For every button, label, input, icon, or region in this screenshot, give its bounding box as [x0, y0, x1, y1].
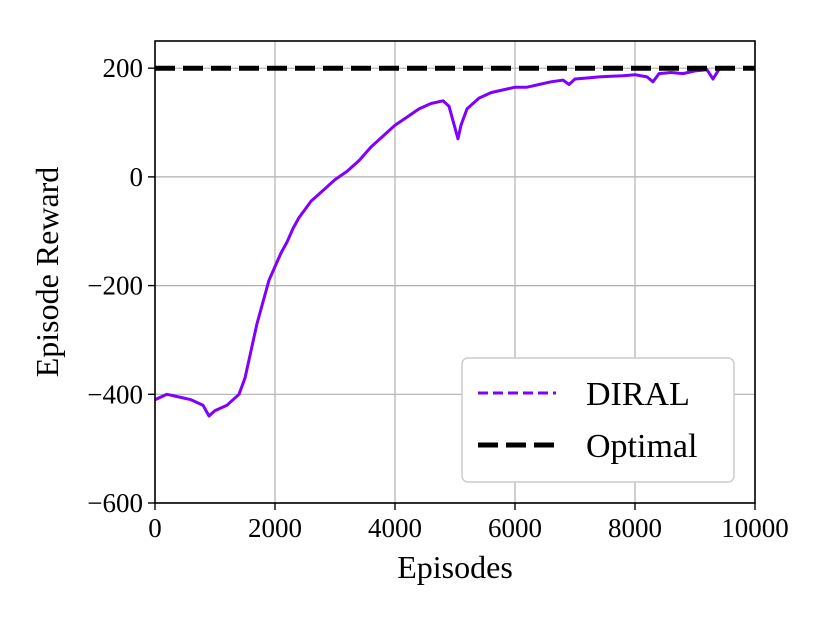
x-tick-label: 6000	[488, 513, 542, 543]
series-line-diral	[155, 66, 732, 418]
x-axis-title: Episodes	[397, 549, 513, 585]
legend-label-diral: DIRAL	[586, 376, 690, 413]
x-tick-label: 8000	[608, 513, 662, 543]
y-tick-label: −200	[87, 271, 143, 301]
legend-label-optimal: Optimal	[586, 428, 697, 465]
plot-frame	[154, 40, 756, 504]
x-tick-label: 4000	[368, 513, 422, 543]
legend-box	[461, 357, 735, 483]
x-tick-label: 2000	[248, 513, 302, 543]
x-tick-label: 0	[148, 513, 162, 543]
y-tick-label: 0	[130, 162, 144, 192]
y-tick-label: −400	[87, 379, 143, 409]
legend: DIRAL Optimal	[461, 357, 735, 483]
y-tick-label: 200	[103, 53, 144, 83]
y-tick-label: −600	[87, 488, 143, 518]
plot-series-group	[155, 65, 755, 418]
axis-ticks: 0 2000 4000 6000 8000 10000 −600 −400 −200 0 200	[87, 53, 788, 543]
y-axis-title: Episode Reward	[29, 167, 65, 378]
x-tick-label: 10000	[721, 513, 789, 543]
